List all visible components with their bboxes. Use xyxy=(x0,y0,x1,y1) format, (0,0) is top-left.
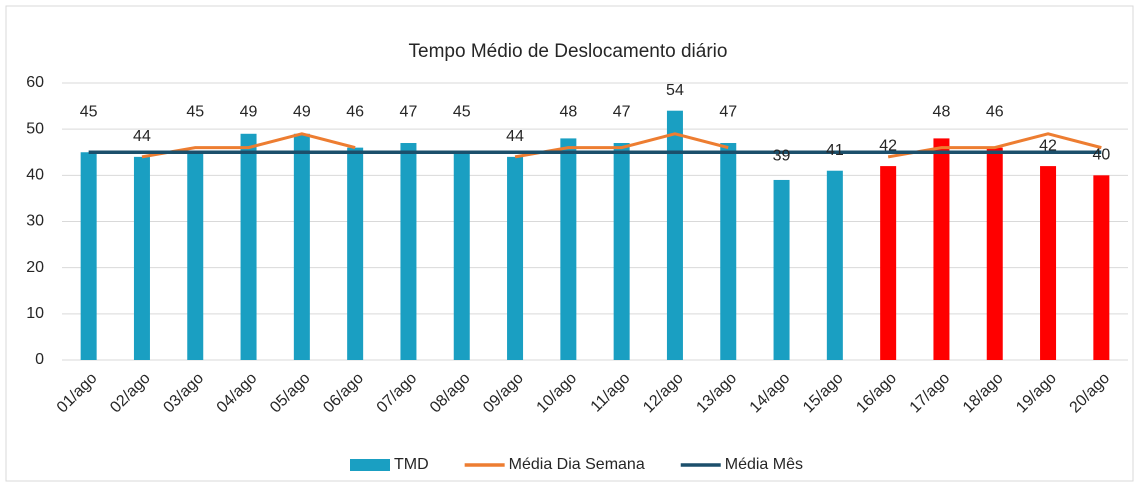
data-label: 47 xyxy=(719,103,737,120)
data-label: 45 xyxy=(186,103,204,120)
y-tick-label: 60 xyxy=(26,74,44,91)
bar xyxy=(293,133,310,360)
data-label: 47 xyxy=(613,103,631,120)
bar xyxy=(453,152,470,360)
bar xyxy=(560,138,577,360)
legend-label: Média Dia Semana xyxy=(509,456,645,473)
bar xyxy=(187,152,204,360)
y-tick-label: 50 xyxy=(26,120,44,137)
data-label: 44 xyxy=(506,128,524,145)
bar xyxy=(240,133,257,360)
bar xyxy=(613,143,630,360)
bar xyxy=(347,147,364,360)
chart-title: Tempo Médio de Deslocamento diário xyxy=(409,41,728,62)
data-label: 42 xyxy=(1039,137,1057,154)
data-label: 44 xyxy=(133,128,151,145)
data-label: 39 xyxy=(773,147,791,164)
y-tick-label: 20 xyxy=(26,259,44,276)
legend-label: TMD xyxy=(394,456,429,473)
y-tick-label: 30 xyxy=(26,213,44,230)
data-label: 45 xyxy=(453,103,471,120)
data-label: 49 xyxy=(240,103,258,120)
bar xyxy=(666,110,683,360)
y-tick-label: 10 xyxy=(26,305,44,322)
data-label: 49 xyxy=(293,103,311,120)
bar xyxy=(507,156,524,360)
y-tick-label: 40 xyxy=(26,167,44,184)
bar xyxy=(720,143,737,360)
bar xyxy=(133,156,150,360)
y-tick-label: 0 xyxy=(35,351,44,368)
data-label: 54 xyxy=(666,82,684,99)
legend-swatch xyxy=(350,459,390,471)
data-label: 42 xyxy=(879,137,897,154)
bar xyxy=(933,138,950,360)
data-label: 46 xyxy=(986,103,1004,120)
data-label: 40 xyxy=(1092,147,1110,164)
bar xyxy=(1093,175,1110,360)
data-label: 48 xyxy=(559,103,577,120)
bar xyxy=(880,166,897,360)
bar xyxy=(400,143,417,360)
data-label: 41 xyxy=(826,142,844,159)
legend-label: Média Mês xyxy=(725,456,803,473)
bar xyxy=(1040,166,1057,360)
bar xyxy=(773,179,790,360)
data-label: 48 xyxy=(933,103,951,120)
bar xyxy=(80,152,97,360)
bar xyxy=(826,170,843,360)
data-label: 46 xyxy=(346,103,364,120)
data-label: 45 xyxy=(80,103,98,120)
bar xyxy=(986,147,1003,360)
data-label: 47 xyxy=(400,103,418,120)
